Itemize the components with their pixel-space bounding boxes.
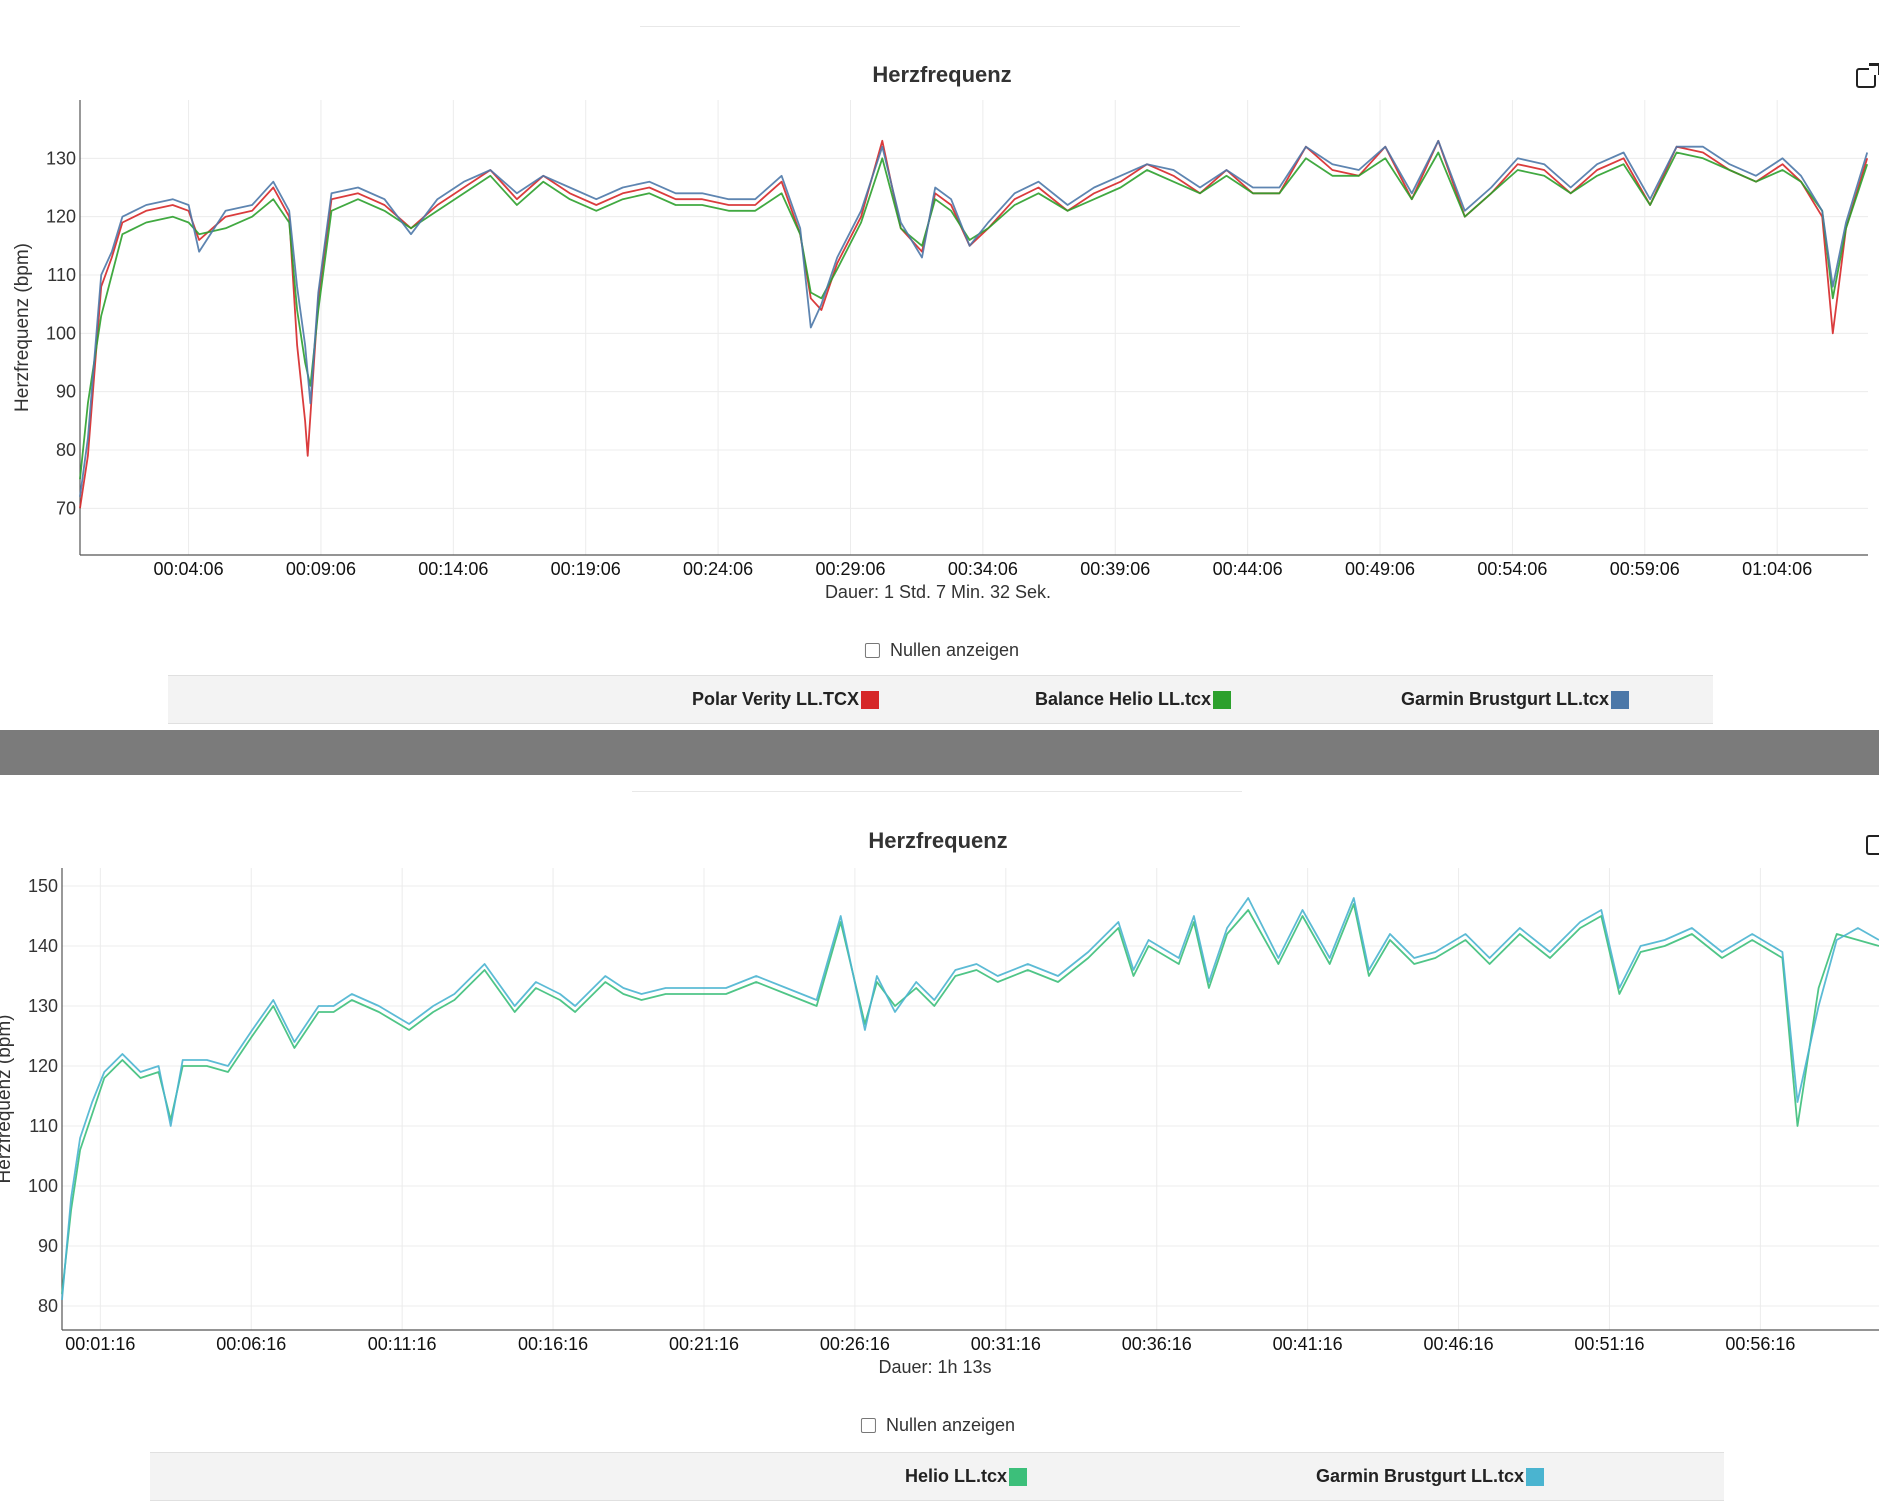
chart-title: Herzfrequenz bbox=[868, 828, 1008, 853]
x-tick-label: 00:31:16 bbox=[971, 1334, 1041, 1354]
legend-label: Balance Helio LL.tcx bbox=[1035, 689, 1212, 709]
zero-checkbox[interactable] bbox=[864, 643, 880, 658]
x-tick-label: 00:16:16 bbox=[518, 1334, 588, 1354]
y-axis-title: Herzfrequenz (bpm) bbox=[0, 1015, 15, 1184]
chart-plot-2: 80 90 100 110 120 130 140 150 00:01:16 00:06:16 00… bbox=[0, 868, 1879, 1354]
chart-panel-1: Herzfrequenz 70 80 90 100 110 120 130 00:04:06 0… bbox=[0, 0, 1879, 730]
legend-label: Helio LL.tcx bbox=[905, 1466, 1008, 1486]
panel-separator bbox=[0, 730, 1879, 775]
duration-label: Dauer: 1 Std. 7 Min. 32 Sek. bbox=[824, 582, 1052, 602]
y-tick-label: 90 bbox=[38, 1236, 58, 1256]
zero-toggle[interactable]: Nullen anzeigen bbox=[860, 1415, 1016, 1436]
y-tick-label: 140 bbox=[28, 936, 58, 956]
y-tick-label: 120 bbox=[46, 207, 76, 227]
x-tick-label: 00:54:06 bbox=[1477, 559, 1547, 579]
legend: Helio LL.tcx Garmin Brustgurt LL.tcx bbox=[150, 1452, 1724, 1501]
legend-item-helio[interactable]: Balance Helio LL.tcx bbox=[1035, 676, 1232, 723]
y-tick-label: 130 bbox=[46, 148, 76, 168]
x-tick-label: 00:19:06 bbox=[551, 559, 621, 579]
series-line-3 bbox=[79, 139, 1869, 497]
x-tick-label: 00:41:16 bbox=[1273, 1334, 1343, 1354]
x-tick-label: 00:59:06 bbox=[1610, 559, 1680, 579]
x-tick-label: 01:04:06 bbox=[1742, 559, 1812, 579]
legend-label: Garmin Brustgurt LL.tcx bbox=[1316, 1466, 1525, 1486]
legend: Polar Verity LL.TCX Balance Helio LL.tcx… bbox=[168, 675, 1713, 724]
series-line-1 bbox=[79, 139, 1869, 509]
y-tick-label: 110 bbox=[29, 1116, 58, 1136]
y-tick-label: 150 bbox=[28, 876, 58, 896]
duration-label: Dauer: 1h 13s bbox=[878, 1357, 992, 1377]
series-line-2 bbox=[61, 897, 1879, 1301]
y-tick-label: 130 bbox=[28, 996, 58, 1016]
x-tick-label: 00:56:16 bbox=[1725, 1334, 1795, 1354]
series-line-2 bbox=[79, 151, 1869, 480]
legend-label: Polar Verity LL.TCX bbox=[692, 689, 860, 709]
y-axis-title: Herzfrequenz (bpm) bbox=[12, 243, 33, 412]
zero-checkbox[interactable] bbox=[860, 1418, 876, 1433]
series-line-1 bbox=[61, 903, 1879, 1295]
x-tick-label: 00:06:16 bbox=[216, 1334, 286, 1354]
y-tick-label: 70 bbox=[56, 498, 76, 518]
y-tick-label: 80 bbox=[56, 440, 76, 460]
x-tick-label: 00:29:06 bbox=[815, 559, 885, 579]
chart-panel-2: Herzfrequenz 80 90 100 110 120 130 140 150 00:01… bbox=[0, 775, 1879, 1505]
legend-swatch bbox=[1213, 690, 1232, 709]
legend-item-garmin[interactable]: Garmin Brustgurt LL.tcx bbox=[1316, 1453, 1545, 1500]
x-tick-label: 00:21:16 bbox=[669, 1334, 739, 1354]
x-tick-label: 00:49:06 bbox=[1345, 559, 1415, 579]
legend-item-garmin[interactable]: Garmin Brustgurt LL.tcx bbox=[1401, 676, 1630, 723]
x-tick-label: 00:01:16 bbox=[65, 1334, 135, 1354]
legend-label: Garmin Brustgurt LL.tcx bbox=[1401, 689, 1610, 709]
zero-toggle[interactable]: Nullen anzeigen bbox=[864, 640, 1020, 661]
legend-swatch bbox=[1611, 690, 1630, 709]
y-tick-label: 110 bbox=[47, 265, 76, 285]
x-tick-label: 00:09:06 bbox=[286, 559, 356, 579]
x-tick-label: 00:46:16 bbox=[1424, 1334, 1494, 1354]
x-tick-label: 00:11:16 bbox=[368, 1334, 437, 1354]
x-tick-label: 00:26:16 bbox=[820, 1334, 890, 1354]
y-tick-label: 80 bbox=[38, 1296, 58, 1316]
legend-swatch bbox=[1009, 1467, 1028, 1486]
panel-divider bbox=[632, 791, 1242, 792]
chart-plot-1: 70 80 90 100 110 120 130 00:04:06 00:09:06 00:14:… bbox=[12, 100, 1869, 579]
x-tick-label: 00:51:16 bbox=[1574, 1334, 1644, 1354]
panel-divider bbox=[640, 26, 1240, 27]
legend-swatch bbox=[1526, 1467, 1545, 1486]
y-tick-label: 90 bbox=[56, 382, 76, 402]
x-tick-label: 00:44:06 bbox=[1213, 559, 1283, 579]
zero-checkbox-label: Nullen anzeigen bbox=[885, 1415, 1016, 1435]
x-tick-label: 00:39:06 bbox=[1080, 559, 1150, 579]
x-tick-label: 00:14:06 bbox=[418, 559, 488, 579]
legend-swatch bbox=[861, 690, 880, 709]
chart-title: Herzfrequenz bbox=[872, 62, 1012, 87]
x-tick-label: 00:34:06 bbox=[948, 559, 1018, 579]
y-tick-label: 120 bbox=[28, 1056, 58, 1076]
y-tick-label: 100 bbox=[46, 323, 76, 343]
legend-item-helio[interactable]: Helio LL.tcx bbox=[905, 1453, 1028, 1500]
x-tick-label: 00:36:16 bbox=[1122, 1334, 1192, 1354]
zero-checkbox-label: Nullen anzeigen bbox=[889, 640, 1020, 660]
legend-item-polar[interactable]: Polar Verity LL.TCX bbox=[692, 676, 880, 723]
x-tick-label: 00:04:06 bbox=[154, 559, 224, 579]
x-tick-label: 00:24:06 bbox=[683, 559, 753, 579]
y-tick-label: 100 bbox=[28, 1176, 58, 1196]
export-icon[interactable] bbox=[1866, 835, 1879, 855]
